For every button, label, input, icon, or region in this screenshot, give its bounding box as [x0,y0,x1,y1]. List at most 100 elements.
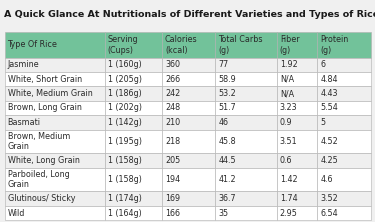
Text: N/A: N/A [280,89,294,98]
Text: 44.5: 44.5 [218,156,236,165]
Text: Serving
(Cups): Serving (Cups) [108,35,138,55]
Bar [215,72,277,86]
Bar [105,115,162,130]
Text: 210: 210 [165,118,180,127]
Bar [4,72,105,86]
Text: Brown, Medium
Grain: Brown, Medium Grain [8,132,70,151]
Text: 0.6: 0.6 [280,156,292,165]
Text: 6: 6 [320,60,325,69]
Bar [277,206,317,220]
Bar [105,168,162,191]
Bar [105,153,162,168]
Text: 41.2: 41.2 [218,175,236,184]
Text: 51.7: 51.7 [218,103,236,113]
Bar [162,153,215,168]
Bar [215,153,277,168]
Text: 3.51: 3.51 [280,137,297,146]
Text: 58.9: 58.9 [218,75,236,84]
Bar [162,72,215,86]
Bar [162,86,215,101]
Text: 3.52: 3.52 [320,194,338,203]
Text: 53.2: 53.2 [218,89,236,98]
Bar [162,206,215,220]
Text: 77: 77 [218,60,228,69]
Bar [162,32,215,57]
Text: 1 (142g): 1 (142g) [108,118,141,127]
Bar [162,57,215,72]
Bar [215,101,277,115]
Text: 35: 35 [218,208,228,218]
Bar [317,130,370,153]
Text: 5: 5 [320,118,326,127]
Text: 4.43: 4.43 [320,89,338,98]
Text: Parboiled, Long
Grain: Parboiled, Long Grain [8,170,69,189]
Text: 6.54: 6.54 [320,208,338,218]
Bar [4,191,105,206]
Text: 1 (158g): 1 (158g) [108,156,141,165]
Bar [277,72,317,86]
Text: 360: 360 [165,60,180,69]
Text: 5.54: 5.54 [320,103,338,113]
Bar [215,191,277,206]
Bar [105,32,162,57]
Text: N/A: N/A [280,75,294,84]
Text: 0.9: 0.9 [280,118,292,127]
Text: 1 (202g): 1 (202g) [108,103,141,113]
Bar [317,115,370,130]
Text: 4.52: 4.52 [320,137,338,146]
Text: Fiber
(g): Fiber (g) [280,35,300,55]
Text: 266: 266 [165,75,180,84]
Bar [162,191,215,206]
Text: Glutinous/ Sticky: Glutinous/ Sticky [8,194,75,203]
Text: 1 (186g): 1 (186g) [108,89,141,98]
Text: 36.7: 36.7 [218,194,236,203]
Text: 1 (164g): 1 (164g) [108,208,141,218]
Text: 194: 194 [165,175,180,184]
Bar [317,86,370,101]
Bar [4,101,105,115]
Bar [215,168,277,191]
Text: A Quick Glance At Nutritionals of Different Varieties and Types of Rice (Cooked): A Quick Glance At Nutritionals of Differ… [4,10,375,19]
Bar [317,153,370,168]
Bar [215,32,277,57]
Text: Brown, Long Grain: Brown, Long Grain [8,103,81,113]
Text: 205: 205 [165,156,180,165]
Text: 2.95: 2.95 [280,208,298,218]
Bar [277,153,317,168]
Bar [105,101,162,115]
Text: Type Of Rice: Type Of Rice [8,40,57,49]
Text: 1.74: 1.74 [280,194,297,203]
Text: 4.84: 4.84 [320,75,338,84]
Bar [4,130,105,153]
Bar [105,72,162,86]
Bar [277,101,317,115]
Text: Jasmine: Jasmine [8,60,39,69]
Bar [215,206,277,220]
Text: Basmati: Basmati [8,118,40,127]
Bar [317,168,370,191]
Text: White, Medium Grain: White, Medium Grain [8,89,92,98]
Bar [4,86,105,101]
Bar [162,168,215,191]
Text: 1 (205g): 1 (205g) [108,75,141,84]
Text: 4.25: 4.25 [320,156,338,165]
Bar [105,206,162,220]
Bar [215,86,277,101]
Text: 46: 46 [218,118,228,127]
Text: Protein
(g): Protein (g) [320,35,348,55]
Bar [4,206,105,220]
Text: 3.23: 3.23 [280,103,297,113]
Text: 45.8: 45.8 [218,137,236,146]
Text: 1 (174g): 1 (174g) [108,194,141,203]
Bar [105,130,162,153]
Bar [317,206,370,220]
Bar [4,57,105,72]
Bar [4,168,105,191]
Text: 218: 218 [165,137,180,146]
Text: 1.42: 1.42 [280,175,297,184]
Bar [317,72,370,86]
Bar [105,86,162,101]
Text: 166: 166 [165,208,180,218]
Text: White, Long Grain: White, Long Grain [8,156,80,165]
Text: 1 (195g): 1 (195g) [108,137,141,146]
